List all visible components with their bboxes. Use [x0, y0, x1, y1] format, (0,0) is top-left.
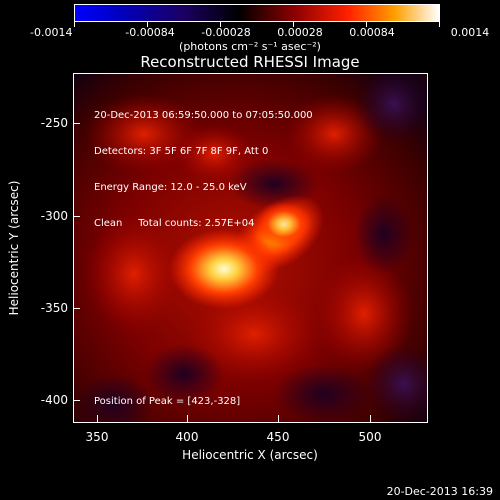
y-tick	[73, 308, 80, 309]
x-tick	[97, 415, 98, 423]
colorbar-tick	[74, 22, 75, 27]
info-detectors: Detectors: 3F 5F 6F 7F 8F 9F, Att 0	[94, 146, 313, 158]
colorbar-tick-label: 0.00028	[277, 26, 323, 39]
colorbar-tick-label: 0.00084	[349, 26, 395, 39]
x-tick-label: 450	[267, 430, 290, 444]
y-tick-label: -350	[30, 301, 68, 315]
x-tick-label: 400	[176, 430, 199, 444]
colorbar-tick-label: -0.0014	[30, 26, 72, 39]
colorbar	[74, 4, 440, 22]
observation-info: 20-Dec-2013 06:59:50.000 to 07:05:50.000…	[94, 86, 313, 242]
x-tick-label: 500	[359, 430, 382, 444]
colorbar-tick-label: -0.00084	[125, 26, 174, 39]
y-tick-label: -250	[30, 116, 68, 130]
x-tick	[187, 415, 188, 423]
x-axis-label: Heliocentric X (arcsec)	[0, 448, 500, 462]
y-tick	[73, 400, 80, 401]
info-time-range: 20-Dec-2013 06:59:50.000 to 07:05:50.000	[94, 110, 313, 122]
y-axis-label: Heliocentric Y (arcsec)	[7, 181, 21, 316]
x-tick	[370, 415, 371, 423]
image-title: Reconstructed RHESSI Image	[0, 53, 500, 71]
y-tick-label: -400	[30, 393, 68, 407]
colorbar-tick	[439, 22, 440, 27]
timestamp: 20-Dec-2013 16:39	[387, 485, 493, 498]
peak-position: Position of Peak = [423,-328]	[94, 396, 240, 407]
colorbar-gradient	[75, 5, 439, 21]
colorbar-tick-label: 0.0014	[451, 26, 490, 39]
info-energy-range: Energy Range: 12.0 - 25.0 keV	[94, 182, 313, 194]
x-tick	[278, 415, 279, 423]
colorbar-tick-label: -0.00028	[201, 26, 250, 39]
colorbar-units: (photons cm⁻² s⁻¹ asec⁻²)	[0, 40, 500, 53]
y-tick	[73, 216, 80, 217]
y-tick-label: -300	[30, 209, 68, 223]
y-tick	[73, 123, 80, 124]
x-tick-label: 350	[86, 430, 109, 444]
info-method-counts: Clean Total counts: 2.57E+04	[94, 218, 313, 230]
